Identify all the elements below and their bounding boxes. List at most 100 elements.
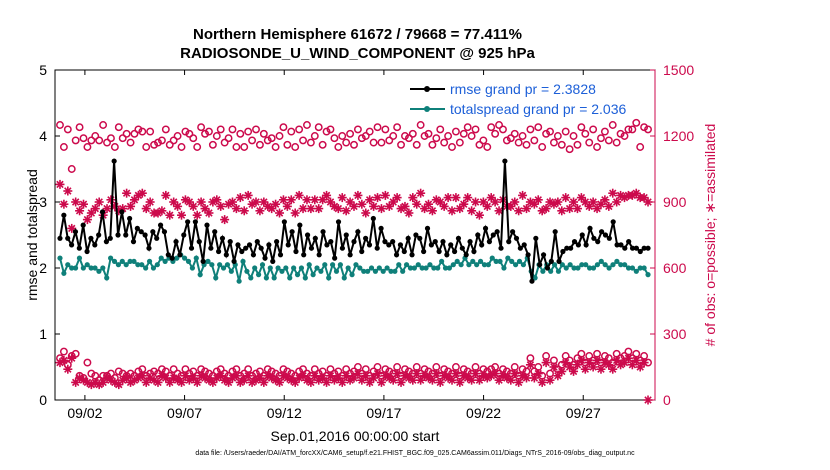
totalspread-point xyxy=(72,265,79,271)
rmse-point xyxy=(316,252,322,258)
totalspread-point xyxy=(127,258,133,264)
totalspread-point xyxy=(267,265,273,271)
obs_possible-marker xyxy=(428,140,437,149)
obs_possible-marker xyxy=(369,138,378,147)
obs_possible-marker xyxy=(510,129,519,138)
obs_assimilated-marker xyxy=(165,210,175,220)
obs_possible-marker xyxy=(157,136,166,145)
totalspread-point xyxy=(579,262,585,268)
obs_assimilated-marker xyxy=(521,204,531,214)
totalspread-point xyxy=(213,275,219,281)
obs_assimilated_low-marker xyxy=(455,377,465,387)
obs_assimilated_low-marker xyxy=(451,369,461,379)
rmse-point xyxy=(455,235,462,241)
totalspread-point xyxy=(65,262,71,268)
totalspread-point xyxy=(302,275,308,281)
rmse-point xyxy=(324,242,330,248)
obs_assimilated-marker xyxy=(459,199,469,209)
obs_assimilated-marker xyxy=(275,208,285,218)
obs_assimilated_low-marker xyxy=(533,369,543,379)
obs_assimilated-marker xyxy=(243,190,253,200)
obs_possible-marker xyxy=(585,138,594,147)
rmse-point xyxy=(204,222,210,228)
obs_possible-marker xyxy=(303,121,311,129)
rmse-point xyxy=(72,229,79,235)
y-right-tick-label: 300 xyxy=(663,326,687,342)
rmse-point xyxy=(390,239,396,245)
obs_assimilated-marker xyxy=(443,193,453,203)
rmse-point xyxy=(606,235,612,241)
y-left-tick-label: 0 xyxy=(39,392,47,408)
totalspread-point xyxy=(92,265,98,271)
obs_assimilated_low-marker xyxy=(271,375,281,385)
obs_possible-marker xyxy=(424,129,433,138)
totalspread-point xyxy=(466,262,472,268)
obs_assimilated-marker xyxy=(569,197,579,207)
totalspread-point xyxy=(618,262,624,268)
rmse-point xyxy=(482,225,489,231)
obs_possible-marker xyxy=(350,140,358,149)
obs_assimilated_low-marker xyxy=(373,369,383,379)
obs_possible-marker xyxy=(565,145,574,154)
totalspread-point xyxy=(396,262,402,268)
obs_assimilated-marker xyxy=(600,195,610,205)
totalspread-point xyxy=(182,255,188,261)
totalspread-point xyxy=(220,265,227,271)
rmse-point xyxy=(475,232,481,238)
obs_possible-marker xyxy=(644,125,652,134)
rmse-point xyxy=(587,225,593,231)
y-left-tick-label: 5 xyxy=(39,62,47,78)
obs_possible-marker xyxy=(75,123,84,132)
obs_assimilated-marker xyxy=(380,190,390,200)
obs_possible-marker xyxy=(142,143,151,151)
rmse-point xyxy=(123,232,129,238)
obs_possible-marker xyxy=(604,136,613,145)
obs_possible-marker xyxy=(518,132,527,140)
totalspread-point xyxy=(555,268,562,274)
obs_assimilated-marker xyxy=(322,190,332,200)
obs_possible-marker xyxy=(397,140,405,149)
obs_possible-marker xyxy=(487,123,496,132)
obs_assimilated-marker xyxy=(482,201,492,211)
totalspread-point xyxy=(571,265,577,271)
obs_possible-marker xyxy=(459,129,468,138)
rmse-point xyxy=(405,235,411,241)
totalspread-point xyxy=(115,262,121,268)
obs_possible-marker xyxy=(448,143,456,151)
rmse-point xyxy=(463,252,469,258)
rmse-point xyxy=(393,252,400,258)
totalspread-point xyxy=(548,268,554,274)
totalspread-point xyxy=(158,255,164,261)
obs_assimilated_low-marker xyxy=(431,369,441,379)
obs_assimilated_low-marker xyxy=(490,369,500,379)
obs_assimilated-marker xyxy=(137,188,147,198)
obs_possible-marker xyxy=(216,125,225,134)
obs_assimilated-marker xyxy=(553,197,563,207)
obs_assimilated_low-marker xyxy=(537,377,547,387)
obs_assimilated-marker xyxy=(227,197,237,207)
obs_assimilated_low-marker xyxy=(341,371,351,381)
obs_possible-marker xyxy=(357,134,366,143)
obs_possible-marker xyxy=(271,143,280,151)
rmse-point xyxy=(347,252,353,258)
totalspread-point xyxy=(606,265,612,271)
rmse-point xyxy=(494,229,500,235)
rmse-point xyxy=(432,239,438,245)
rmse-point xyxy=(610,219,616,225)
obs_assimilated-marker xyxy=(255,206,265,216)
obs_assimilated_low-marker xyxy=(231,371,241,381)
rmse-point xyxy=(76,245,82,251)
obs_assimilated-marker xyxy=(337,193,347,203)
totalspread-point xyxy=(641,265,647,271)
rmse-point xyxy=(409,252,415,258)
totalspread-point xyxy=(345,265,351,271)
obs_possible-marker xyxy=(59,143,68,151)
totalspread-point xyxy=(454,258,460,264)
totalspread-point xyxy=(69,265,75,271)
obs_assimilated_low-marker xyxy=(59,355,69,365)
obs_possible-marker xyxy=(569,132,578,140)
rmse-point xyxy=(270,258,276,264)
rmse-point xyxy=(223,252,229,258)
obs_possible-marker xyxy=(244,127,253,136)
